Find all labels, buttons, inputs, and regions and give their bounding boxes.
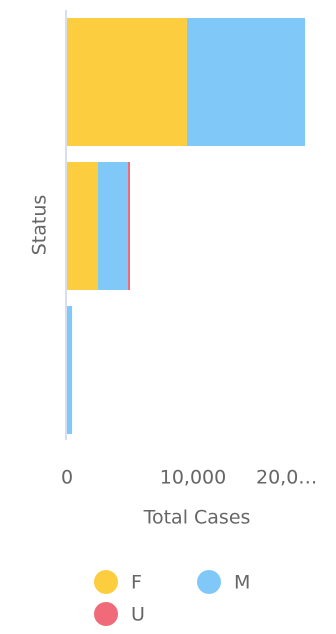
bar-segment [186,18,306,146]
bar-segment [67,18,187,146]
y-axis-title: Status [29,195,51,256]
legend-swatch [94,570,118,594]
bar-segment [67,162,98,290]
legend-label: U [131,604,145,626]
legend-swatch [197,570,221,594]
legend-label: F [131,572,142,594]
bar-segment [97,162,128,290]
x-axis-title: Total Cases [143,507,251,529]
x-tick-label: 10,000 [160,467,226,489]
x-tick-label: 0 [61,467,73,489]
bar-segment [127,162,130,290]
x-tick-label: 20,0… [256,467,317,489]
bar-segment [67,306,73,434]
legend-label: M [234,572,250,594]
legend-swatch [94,602,118,626]
